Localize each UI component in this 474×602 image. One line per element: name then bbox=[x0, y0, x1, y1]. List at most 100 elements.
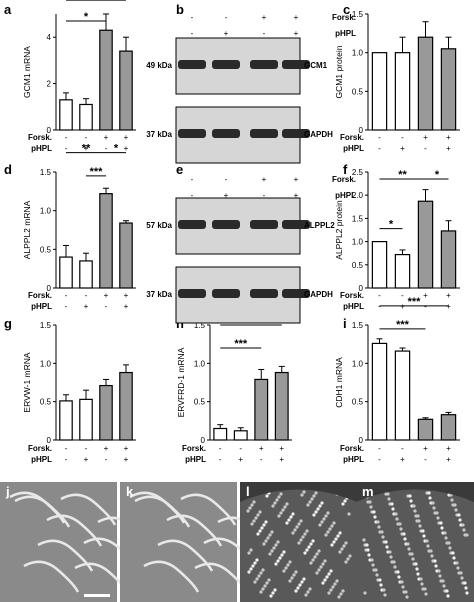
microvillus bbox=[330, 543, 334, 547]
microvillus bbox=[250, 522, 254, 526]
y-tick-label: 1.5 bbox=[40, 168, 52, 177]
microvillus bbox=[411, 557, 415, 561]
forsk-sign: + bbox=[124, 133, 129, 142]
phpl-sign: - bbox=[65, 144, 68, 153]
microvillus bbox=[448, 546, 452, 550]
microvillus bbox=[319, 565, 323, 569]
bar bbox=[79, 398, 93, 441]
forsk-sign: - bbox=[65, 444, 68, 453]
phpl-sign: + bbox=[238, 455, 243, 464]
microvillus bbox=[256, 513, 260, 517]
microvillus bbox=[264, 539, 268, 543]
microvillus bbox=[292, 573, 296, 577]
forsk-sign: - bbox=[401, 444, 404, 453]
bar bbox=[59, 400, 73, 441]
microvillus bbox=[278, 556, 282, 560]
blot-band bbox=[282, 289, 310, 298]
bar bbox=[213, 427, 228, 441]
bar bbox=[371, 52, 388, 131]
cell-border bbox=[134, 495, 191, 528]
phpl-sign: + bbox=[294, 191, 299, 200]
microvillus bbox=[403, 537, 407, 541]
microvillus bbox=[250, 503, 254, 507]
y-axis-label: ERVW-1 mRNA bbox=[22, 352, 32, 412]
microvillus bbox=[408, 494, 412, 498]
microvillus bbox=[328, 527, 332, 531]
microvillus bbox=[286, 563, 290, 567]
microvillus bbox=[409, 499, 413, 503]
microvillus bbox=[443, 531, 447, 535]
microvillus bbox=[325, 575, 329, 579]
microvillus bbox=[344, 541, 348, 545]
forsk-sign: - bbox=[85, 444, 88, 453]
microvillus bbox=[274, 562, 278, 566]
microvillus bbox=[363, 591, 367, 595]
microvillus bbox=[370, 558, 374, 562]
y-tick-label: 1.0 bbox=[352, 238, 364, 247]
cell-border bbox=[23, 560, 80, 593]
kda-marker: 37 kDa bbox=[146, 290, 172, 299]
blot-band bbox=[178, 129, 206, 138]
microvillus bbox=[249, 548, 253, 552]
phpl-sign: + bbox=[84, 302, 89, 311]
microvillus bbox=[294, 589, 298, 593]
microvillus bbox=[398, 522, 402, 526]
microvillus bbox=[264, 520, 268, 524]
microvillus bbox=[365, 543, 369, 547]
microvillus bbox=[261, 587, 265, 591]
phpl-sign: - bbox=[191, 191, 194, 200]
microvillus bbox=[416, 514, 420, 518]
bar bbox=[254, 378, 269, 441]
microvillus bbox=[291, 531, 295, 535]
microvillus bbox=[458, 518, 462, 522]
phpl-sign: - bbox=[105, 302, 108, 311]
microvillus bbox=[258, 529, 262, 533]
microvillus bbox=[420, 582, 424, 586]
microvillus bbox=[322, 517, 326, 521]
y-tick-label: 1.0 bbox=[194, 359, 206, 368]
microvillus bbox=[317, 549, 321, 553]
microvillus bbox=[385, 545, 389, 549]
microvillus bbox=[425, 539, 429, 543]
microvillus bbox=[459, 571, 463, 575]
microvillus bbox=[306, 590, 310, 594]
microvillus bbox=[311, 539, 315, 543]
microvillus bbox=[323, 559, 327, 563]
microvillus bbox=[297, 541, 301, 545]
microvillus bbox=[314, 510, 318, 514]
panel-label-k: k bbox=[126, 484, 134, 499]
microvillus bbox=[256, 532, 260, 536]
microvillus bbox=[455, 561, 459, 565]
phpl-sign: + bbox=[279, 455, 284, 464]
microvillus bbox=[279, 492, 283, 496]
cell-border bbox=[157, 539, 214, 572]
microvillus bbox=[255, 558, 259, 562]
row-label-phpl: pHPL bbox=[335, 191, 356, 200]
forsk-sign: - bbox=[239, 444, 242, 453]
scale-bar bbox=[84, 594, 110, 597]
forsk-sign: - bbox=[401, 133, 404, 142]
microvillus bbox=[254, 516, 258, 520]
microvillus bbox=[317, 568, 321, 572]
microvillus bbox=[303, 551, 307, 555]
microvillus bbox=[445, 589, 449, 593]
bar bbox=[274, 371, 289, 441]
microvillus bbox=[327, 572, 331, 576]
forsk-sign: + bbox=[124, 291, 129, 300]
phpl-sign: - bbox=[191, 29, 194, 38]
phpl-sign: - bbox=[378, 455, 381, 464]
microvillus bbox=[460, 576, 464, 580]
microvillus bbox=[299, 538, 303, 542]
microvillus bbox=[252, 500, 256, 504]
microvillus bbox=[421, 529, 425, 533]
phpl-sign: + bbox=[124, 302, 129, 311]
microvillus bbox=[431, 501, 435, 505]
microvillus bbox=[412, 504, 416, 508]
microvillus bbox=[308, 500, 312, 504]
microvillus bbox=[367, 553, 371, 557]
panel-label-i: i bbox=[343, 316, 347, 331]
row-label-phpl: pHPL bbox=[31, 144, 52, 153]
microvillus bbox=[297, 522, 301, 526]
